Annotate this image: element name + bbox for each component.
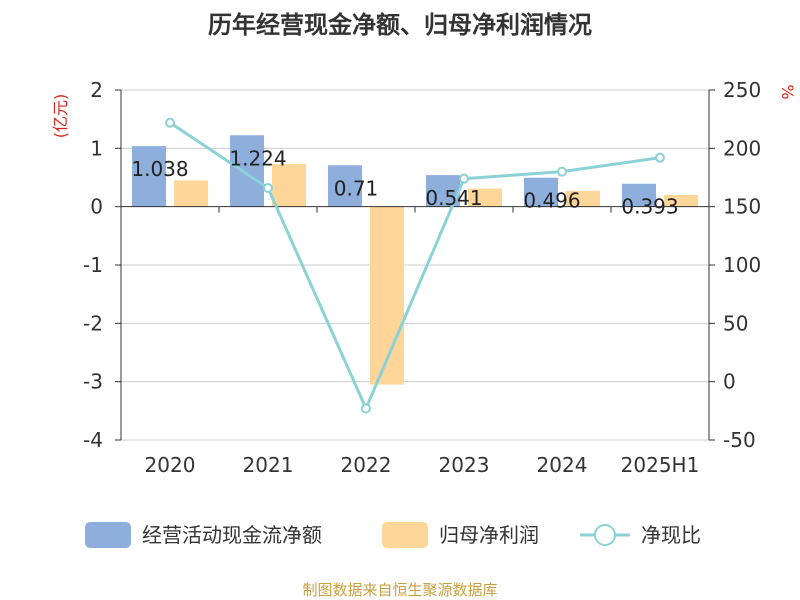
chart-title: 历年经营现金净额、归母净利润情况 bbox=[208, 11, 592, 39]
y-left-tick-label: -2 bbox=[83, 311, 103, 335]
ratio-point bbox=[459, 173, 469, 184]
bars bbox=[132, 135, 698, 385]
bar-value-label: 0.496 bbox=[523, 189, 580, 213]
bar bbox=[468, 188, 502, 207]
bar bbox=[132, 146, 166, 207]
legend-label: 净现比 bbox=[641, 523, 701, 547]
bar-labels: 1.038 1.224 0.71 0.541 0.496 0.393 bbox=[131, 146, 678, 218]
y-left-tick-label: -3 bbox=[83, 370, 103, 394]
bar bbox=[328, 165, 362, 207]
bar bbox=[566, 190, 600, 207]
bar bbox=[664, 195, 698, 207]
legend-label: 归母净利润 bbox=[439, 523, 539, 547]
legend: 经营活动现金流净额 归母净利润 净现比 bbox=[85, 522, 701, 548]
y-right-tick-label: 0 bbox=[723, 370, 736, 394]
ratio-line-path bbox=[169, 121, 661, 413]
ratio-point bbox=[557, 166, 567, 177]
right-axis-unit: % bbox=[778, 84, 797, 99]
bar bbox=[524, 177, 558, 207]
y-right-tick-label: 100 bbox=[723, 253, 761, 277]
y-left-tick-label: 0 bbox=[90, 195, 103, 219]
left-axis-unit: (亿元) bbox=[51, 94, 70, 139]
legend-swatch bbox=[85, 522, 131, 548]
ratio-point bbox=[361, 403, 371, 414]
legend-swatch bbox=[382, 522, 428, 548]
grid bbox=[121, 89, 709, 441]
x-tick-label: 2021 bbox=[243, 453, 294, 477]
bar bbox=[622, 183, 656, 207]
y-right-tick-label: -50 bbox=[723, 428, 756, 452]
bar-value-label: 0.71 bbox=[334, 176, 379, 200]
ratio-line bbox=[165, 117, 665, 414]
bar-value-label: 0.541 bbox=[425, 186, 482, 210]
y-left-tick-label: -1 bbox=[83, 253, 103, 277]
ratio-point bbox=[655, 152, 665, 163]
x-tick-label: 2023 bbox=[439, 453, 490, 477]
y-right-tick-label: 200 bbox=[723, 136, 761, 160]
y-right-tick-label: 50 bbox=[723, 311, 748, 335]
bar bbox=[174, 180, 208, 207]
x-tick-label: 2022 bbox=[341, 453, 392, 477]
ratio-point bbox=[165, 117, 175, 128]
legend-label: 经营活动现金流净额 bbox=[142, 523, 322, 547]
bar-value-label: 0.393 bbox=[621, 195, 678, 219]
x-tick-label: 2020 bbox=[145, 453, 196, 477]
bar-value-label: 1.224 bbox=[229, 146, 286, 170]
legend-marker bbox=[594, 524, 616, 546]
bar-value-label: 1.038 bbox=[131, 157, 188, 181]
tick-labels: 2 1 0 -1 -2 -3 -4 250 200 150 100 50 0 -50 2020 2021 202… bbox=[83, 78, 761, 477]
bar bbox=[230, 135, 264, 207]
ratio-point bbox=[263, 183, 273, 193]
source-note: 制图数据来自恒生聚源数据库 bbox=[302, 581, 497, 599]
bar bbox=[272, 164, 306, 207]
y-right-tick-label: 250 bbox=[723, 78, 761, 102]
y-left-tick-label: -4 bbox=[83, 428, 103, 452]
y-right-tick-label: 150 bbox=[723, 195, 761, 219]
y-left-tick-label: 1 bbox=[90, 136, 103, 160]
x-tick-label: 2025H1 bbox=[621, 453, 700, 477]
y-left-tick-label: 2 bbox=[90, 78, 103, 102]
x-tick-label: 2024 bbox=[537, 453, 588, 477]
bar bbox=[370, 206, 404, 385]
axes bbox=[115, 89, 715, 441]
